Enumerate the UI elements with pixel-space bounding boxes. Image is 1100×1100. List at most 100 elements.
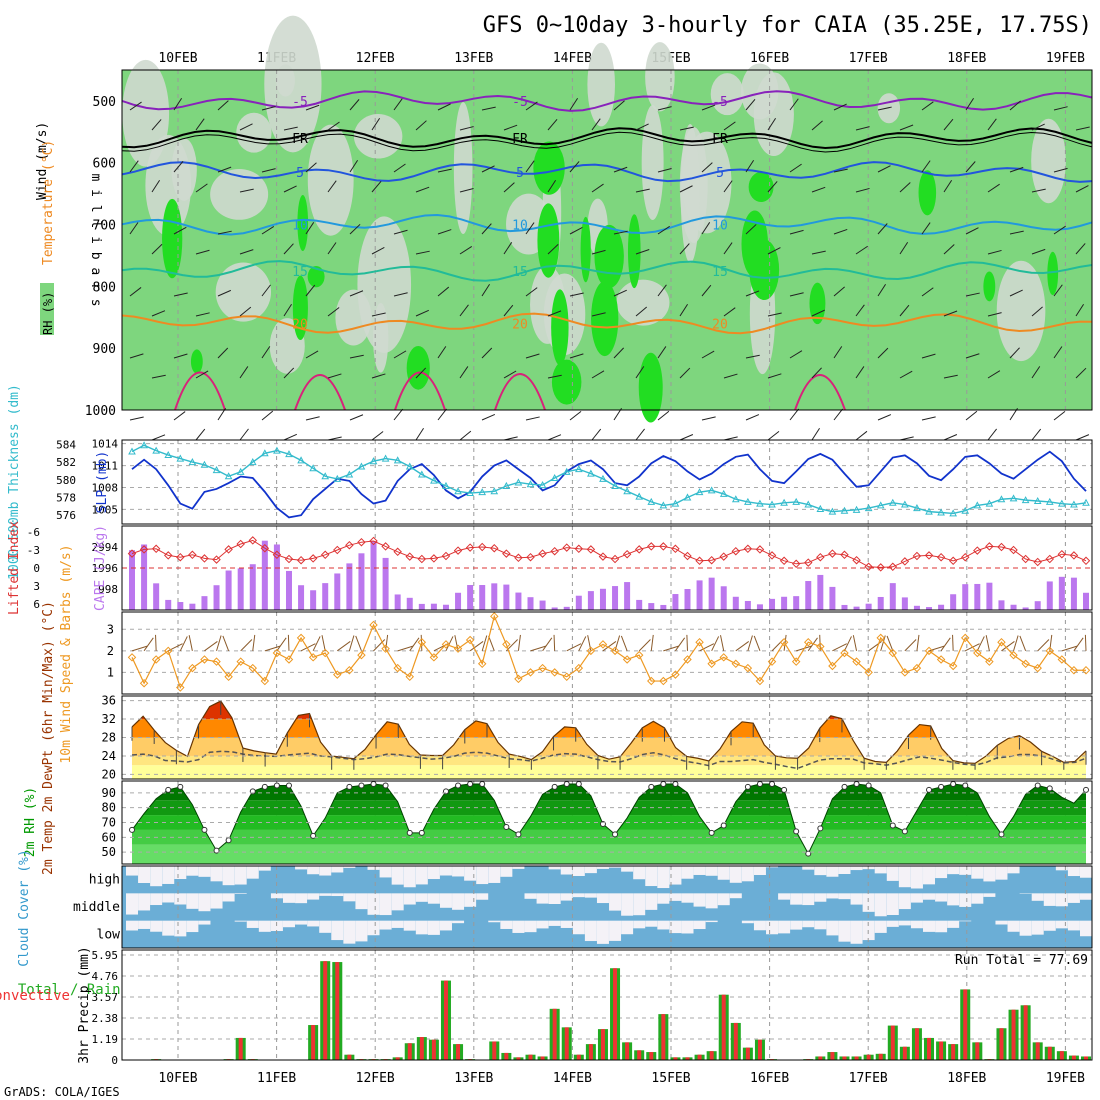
cloud-free-block xyxy=(1031,893,1044,901)
wind-marker xyxy=(791,657,801,666)
wind-marker xyxy=(127,653,137,662)
wind-barb xyxy=(503,124,518,131)
cloud-free-block xyxy=(910,920,923,929)
precip-conv-bar xyxy=(1023,1005,1028,1060)
cape-bar xyxy=(708,577,715,610)
cape-bar xyxy=(346,563,353,610)
cloud-free-block xyxy=(162,893,175,903)
cape-bar xyxy=(285,570,292,610)
wind-marker xyxy=(695,637,704,647)
wind-marker xyxy=(659,676,668,686)
temp-band xyxy=(132,755,1086,766)
cloud-free-block xyxy=(645,866,658,887)
wind-barb xyxy=(635,366,645,379)
cloud-free-block xyxy=(343,866,356,868)
wind-barb xyxy=(943,434,958,441)
precip-conv-bar xyxy=(1059,1051,1064,1060)
wind-barb xyxy=(657,225,670,235)
thickness-marker xyxy=(333,474,342,482)
cloud-free-block xyxy=(138,893,151,911)
isotherm-label: 20 xyxy=(712,317,728,332)
cloud-free-block xyxy=(331,893,344,897)
cloud-free-block xyxy=(826,866,839,877)
rh-marker xyxy=(273,782,280,789)
wind-barb xyxy=(459,188,474,193)
wind-barb xyxy=(701,284,712,297)
li-marker xyxy=(767,551,777,560)
thickness-marker xyxy=(913,504,921,512)
wind-marker xyxy=(538,663,547,673)
wind-barb xyxy=(832,643,847,652)
cape-bar xyxy=(853,606,860,610)
cloud-free-block xyxy=(560,893,573,901)
cape-bar xyxy=(370,541,377,610)
wind-barb xyxy=(686,634,688,651)
rh-marker xyxy=(129,826,135,833)
cape-bar xyxy=(1083,592,1089,610)
wind-marker xyxy=(852,657,861,666)
wind-marker xyxy=(973,648,982,658)
wind-barb xyxy=(1009,347,1020,359)
cloud-free-block xyxy=(1007,866,1020,874)
precip-conv-bar xyxy=(528,1054,533,1060)
thickness-marker xyxy=(514,478,523,486)
li-marker xyxy=(936,552,946,562)
cloud-free-block xyxy=(681,893,694,903)
wind-barb xyxy=(397,645,414,652)
wind-barb xyxy=(921,353,936,359)
wind-barb xyxy=(371,373,386,379)
cloud-free-block xyxy=(367,893,380,915)
li-marker xyxy=(502,549,511,558)
wind-barb xyxy=(195,249,210,255)
tick-label: 1008 xyxy=(92,481,119,494)
wind-barb xyxy=(547,434,562,441)
wind-barb xyxy=(173,411,186,421)
cloud-free-block xyxy=(560,866,573,875)
cloud-free-block xyxy=(548,866,561,870)
wind-barb xyxy=(613,100,625,111)
wind-marker xyxy=(526,668,535,677)
wind-barb xyxy=(525,160,535,173)
cloud-free-block xyxy=(609,920,622,941)
wind-barb xyxy=(701,350,715,359)
wind-marker xyxy=(936,655,946,664)
wind-barb xyxy=(371,431,384,441)
wind-barb xyxy=(701,416,716,421)
li-marker xyxy=(997,542,1006,552)
li-marker xyxy=(405,552,414,561)
wind-barb xyxy=(437,168,452,173)
cloud-free-block xyxy=(705,866,718,876)
cape-bar xyxy=(974,583,981,610)
cloud-free-block xyxy=(307,893,320,900)
cloud-free-block xyxy=(633,920,646,929)
cloud-free-block xyxy=(935,920,948,933)
wind-barb xyxy=(393,408,404,421)
rh-marker xyxy=(865,782,872,789)
wind-barb xyxy=(569,97,579,111)
wind-marker xyxy=(236,657,245,666)
wind-barb xyxy=(767,373,782,379)
thickness-marker xyxy=(393,456,402,464)
wind-marker xyxy=(260,676,270,686)
rh-low-area xyxy=(215,262,272,322)
thickness-marker xyxy=(659,501,668,509)
tick-label: 2.38 xyxy=(92,1012,119,1025)
rh-marker xyxy=(901,828,908,835)
date-label-bottom: 17FEB xyxy=(849,1071,888,1086)
wind-barb xyxy=(723,307,736,317)
cape-bar xyxy=(322,583,329,610)
li-marker xyxy=(333,545,342,555)
cape-bar xyxy=(1010,604,1017,610)
rh-marker xyxy=(515,831,522,838)
cape-bar xyxy=(696,580,703,610)
thickness-marker xyxy=(297,456,305,464)
li-marker xyxy=(864,562,873,572)
li-marker xyxy=(453,546,463,555)
li-tick-label: -3 xyxy=(27,544,40,557)
wind-barb xyxy=(1053,167,1068,173)
isotherm-line xyxy=(121,260,1093,282)
wind-marker xyxy=(960,633,970,643)
wind-barb xyxy=(415,250,430,255)
cloud-level-label: high xyxy=(89,873,120,888)
wind-barb xyxy=(833,168,848,173)
